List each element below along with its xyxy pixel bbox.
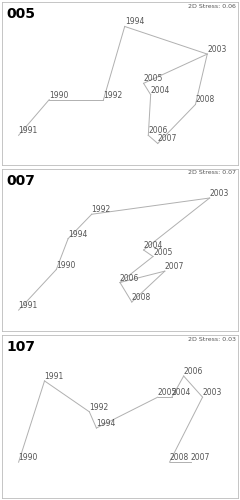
Text: 005: 005	[7, 7, 36, 21]
Text: 2008: 2008	[169, 453, 189, 462]
Text: 2D Stress: 0.07: 2D Stress: 0.07	[187, 170, 235, 175]
Text: 1991: 1991	[18, 301, 38, 310]
Text: 2008: 2008	[195, 96, 215, 104]
Text: 2007: 2007	[165, 262, 184, 271]
Text: 1991: 1991	[18, 126, 38, 136]
Text: 2004: 2004	[144, 241, 163, 250]
Text: 2003: 2003	[207, 45, 227, 54]
Text: 2007: 2007	[158, 134, 177, 143]
Text: 1991: 1991	[45, 372, 64, 381]
Text: 007: 007	[7, 174, 36, 188]
Text: 1992: 1992	[92, 205, 111, 214]
Text: 1990: 1990	[18, 453, 38, 462]
Text: 2005: 2005	[153, 248, 172, 256]
Text: 2005: 2005	[158, 388, 177, 397]
Text: 1990: 1990	[56, 260, 76, 270]
Text: 2004: 2004	[151, 86, 170, 94]
Text: 1994: 1994	[125, 18, 144, 26]
Text: 2006: 2006	[148, 126, 168, 136]
Text: 2006: 2006	[184, 367, 203, 376]
Text: 107: 107	[7, 340, 36, 354]
Text: 1992: 1992	[103, 90, 123, 100]
Text: 2D Stress: 0.06: 2D Stress: 0.06	[188, 4, 235, 8]
Text: 2004: 2004	[172, 388, 191, 397]
Text: 2006: 2006	[120, 274, 139, 282]
Text: 1994: 1994	[68, 230, 88, 238]
Text: 2D Stress: 0.03: 2D Stress: 0.03	[187, 337, 235, 342]
Text: 1990: 1990	[49, 90, 69, 100]
Text: 2008: 2008	[132, 293, 151, 302]
Text: 2007: 2007	[191, 453, 210, 462]
Text: 1994: 1994	[96, 419, 116, 428]
Text: 2003: 2003	[210, 189, 229, 198]
Text: 1992: 1992	[89, 403, 108, 412]
Text: 2005: 2005	[144, 74, 163, 84]
Text: 2003: 2003	[203, 388, 222, 397]
